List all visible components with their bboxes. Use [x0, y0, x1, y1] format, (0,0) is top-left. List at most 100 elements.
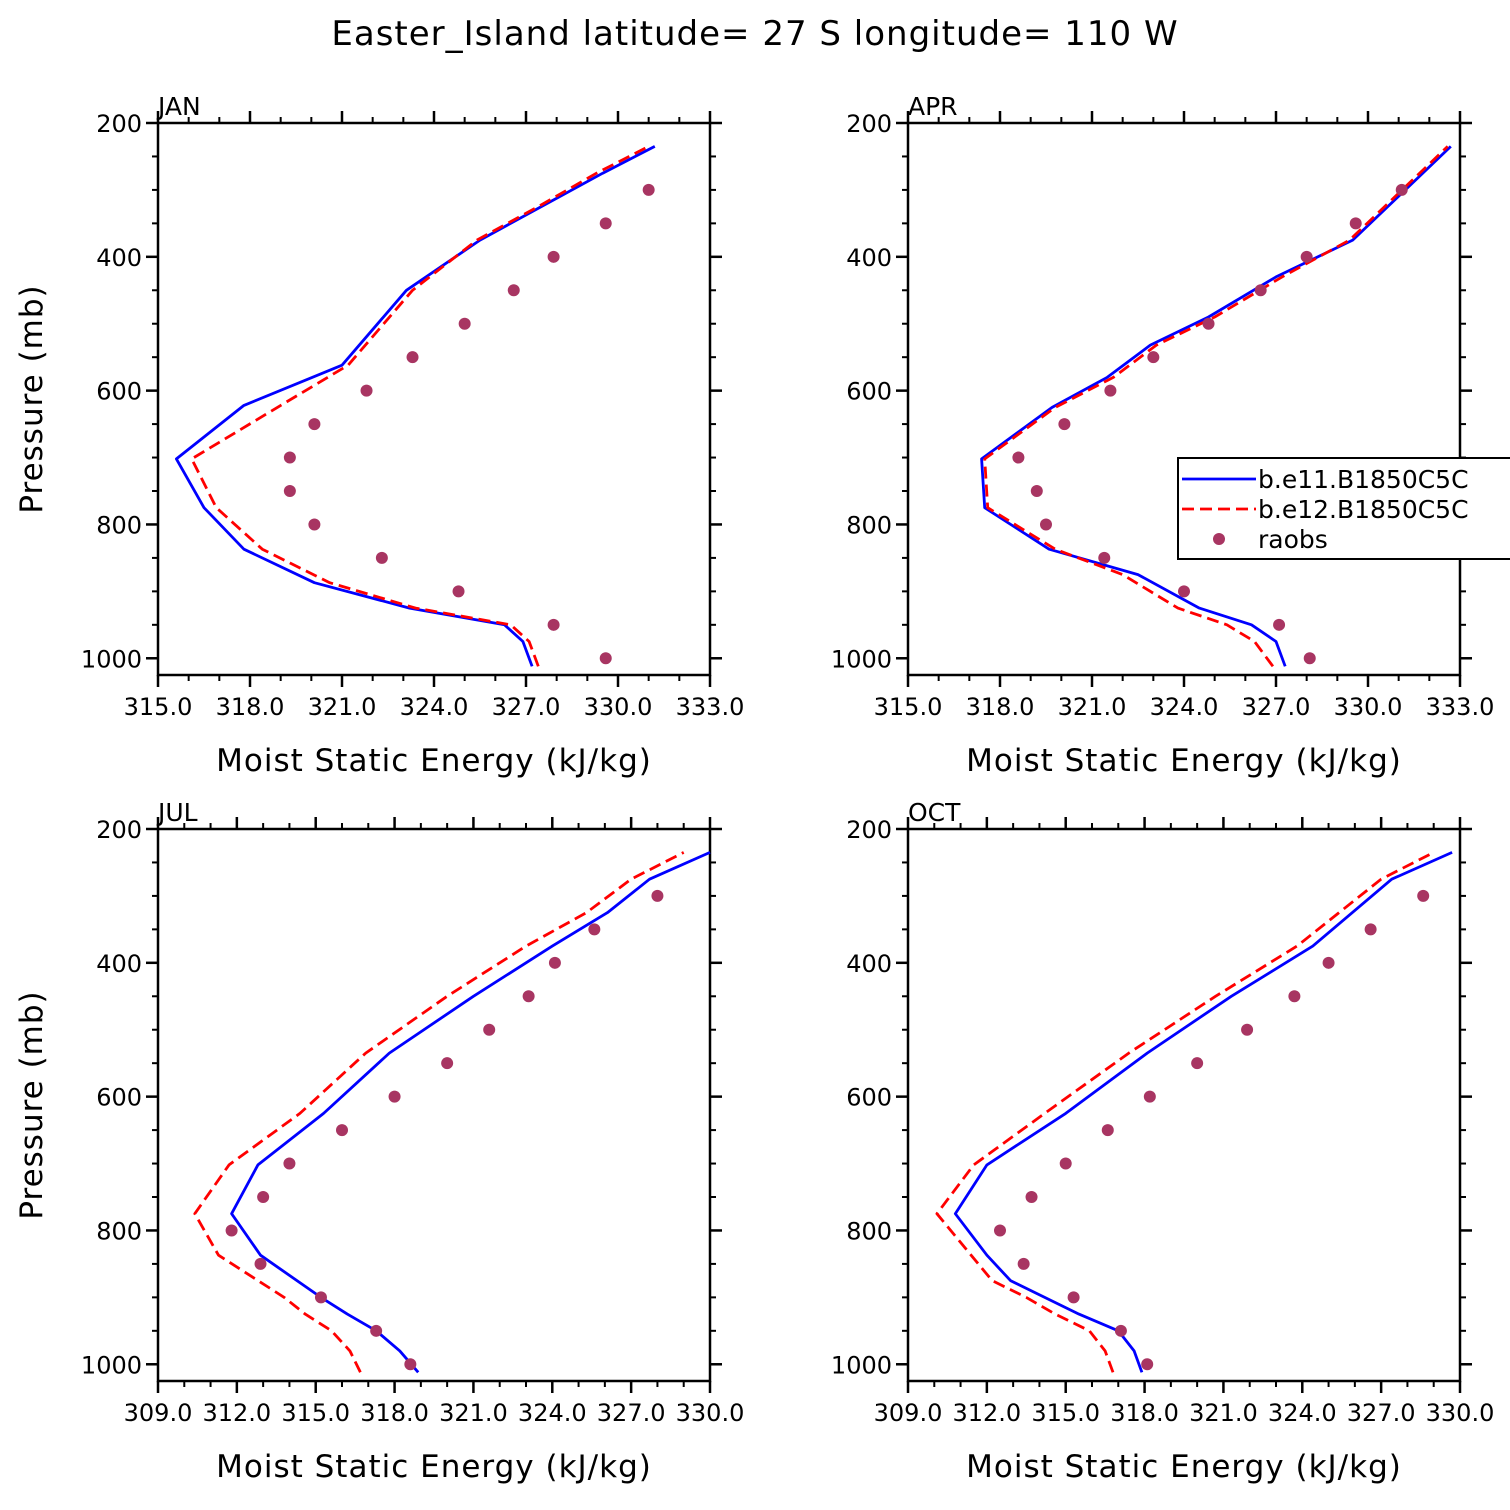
y-tick-label: 400	[96, 244, 142, 272]
obs-point	[1143, 1090, 1156, 1103]
series-raobs	[283, 183, 655, 665]
obs-point	[1395, 183, 1408, 196]
series-line-2	[190, 145, 650, 667]
obs-point	[370, 1324, 383, 1337]
y-tick-label: 200	[96, 110, 142, 138]
y-tick-label: 800	[846, 1217, 892, 1245]
obs-point	[651, 889, 664, 902]
x-axis-label: Moist Static Energy (kJ/kg)	[966, 1449, 1402, 1485]
x-tick-label: 324.0	[518, 1399, 587, 1427]
y-tick-label: 600	[846, 1084, 892, 1112]
obs-point	[375, 551, 388, 564]
obs-point	[1030, 485, 1043, 497]
panel-title: OCT	[908, 798, 961, 827]
series-raobs	[225, 889, 664, 1371]
obs-point	[283, 1157, 296, 1170]
x-tick-label: 333.0	[1426, 693, 1495, 721]
panels: JAN 315.0 318.0 321.0 324.0 327.0 330.0 333.0 20…	[14, 92, 1494, 1485]
panel-title: JUL	[156, 798, 198, 827]
x-tick-label: 318.0	[1110, 1399, 1179, 1427]
y-tick-label: 1000	[831, 645, 892, 673]
obs-point	[257, 1191, 270, 1203]
series-line-1	[980, 145, 1452, 667]
x-tick-label: 315.0	[874, 693, 943, 721]
panel-jan: JAN 315.0 318.0 321.0 324.0 327.0 330.0 333.0 20…	[14, 92, 744, 779]
x-tick-label: 315.0	[1031, 1399, 1100, 1427]
figure-title: Easter_Island latitude= 27 S longitude= …	[331, 14, 1178, 54]
obs-point	[388, 1090, 401, 1103]
obs-point	[1303, 652, 1316, 665]
y-tick-label: 800	[96, 511, 142, 539]
obs-point	[1101, 1124, 1114, 1137]
obs-point	[994, 1224, 1006, 1237]
series-raobs	[994, 889, 1430, 1371]
obs-point	[1273, 618, 1286, 631]
obs-point	[548, 956, 561, 969]
obs-point	[404, 1358, 417, 1371]
x-tick-label: 318.0	[216, 693, 285, 721]
obs-point	[522, 990, 535, 1003]
x-tick-label: 312.0	[952, 1399, 1021, 1427]
obs-point	[1202, 317, 1215, 330]
x-tick-label: 324.0	[1150, 693, 1219, 721]
x-tick-label: 321.0	[308, 693, 377, 721]
obs-point	[1067, 1291, 1080, 1304]
obs-point	[599, 217, 612, 230]
obs-point	[1098, 551, 1111, 564]
obs-point	[1254, 284, 1267, 297]
obs-point	[1141, 1358, 1154, 1371]
y-tick-label: 800	[96, 1217, 142, 1245]
series-line-1	[953, 851, 1453, 1373]
y-axis-label: Pressure (mb)	[14, 284, 50, 513]
x-tick-label: 318.0	[360, 1399, 429, 1427]
obs-point	[1417, 889, 1430, 902]
x-tick-label: 321.0	[1189, 1399, 1258, 1427]
y-tick-label: 600	[96, 1084, 142, 1112]
obs-point	[1059, 1157, 1072, 1170]
x-tick-label: 330.0	[1334, 693, 1403, 721]
series-line-2	[935, 851, 1435, 1373]
legend-marker	[1213, 533, 1225, 545]
obs-point	[1058, 418, 1071, 431]
obs-point	[360, 384, 373, 397]
legend-label: b.e11.B1850C5C	[1258, 465, 1469, 494]
x-tick-label: 309.0	[124, 1399, 193, 1427]
panel-jul: JUL 309.0 312.0 315.0 318.0 321.0 324.0 327.0 33…	[14, 798, 744, 1485]
obs-point	[588, 923, 601, 936]
x-tick-label: 315.0	[281, 1399, 350, 1427]
obs-point	[1104, 384, 1117, 397]
y-tick-label: 400	[96, 950, 142, 978]
x-tick-label: 315.0	[124, 693, 193, 721]
plot-frame	[906, 827, 1462, 1383]
x-tick-label: 318.0	[966, 693, 1035, 721]
y-tick-label: 800	[846, 511, 892, 539]
obs-point	[1349, 217, 1362, 230]
x-tick-label: 309.0	[874, 1399, 943, 1427]
obs-point	[1012, 451, 1025, 464]
obs-point	[441, 1057, 454, 1070]
x-tick-label: 321.0	[439, 1399, 508, 1427]
legend-box	[1177, 457, 1510, 560]
obs-point	[314, 1291, 327, 1304]
obs-point	[547, 618, 560, 631]
obs-point	[599, 652, 612, 665]
obs-point	[1322, 956, 1335, 969]
legend-label: raobs	[1258, 525, 1328, 554]
obs-point	[458, 317, 471, 330]
obs-point	[308, 518, 321, 531]
plot-frame	[156, 121, 712, 677]
obs-point	[406, 351, 419, 364]
x-tick-label: 333.0	[676, 693, 745, 721]
obs-point	[283, 485, 296, 497]
obs-point	[452, 585, 465, 598]
x-tick-label: 330.0	[1426, 1399, 1495, 1427]
obs-point	[1114, 1324, 1127, 1337]
x-axis-label: Moist Static Energy (kJ/kg)	[216, 1449, 652, 1485]
obs-point	[254, 1257, 267, 1270]
y-tick-label: 1000	[81, 645, 142, 673]
series-line-2	[193, 851, 685, 1373]
obs-point	[283, 451, 296, 464]
x-tick-label: 327.0	[1242, 693, 1311, 721]
